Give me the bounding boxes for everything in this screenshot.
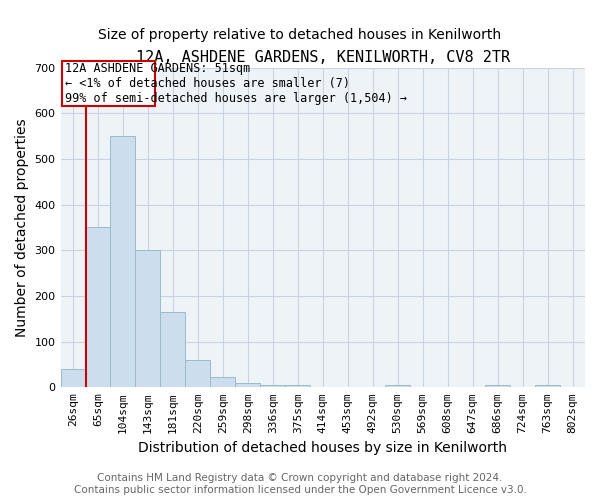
Bar (535, 385, 560, 388)
FancyBboxPatch shape (62, 60, 155, 106)
Bar (211, 378, 235, 388)
Bar (385, 385, 410, 388)
Text: 12A ASHDENE GARDENS: 51sqm
← <1% of detached houses are smaller (7)
99% of semi-: 12A ASHDENE GARDENS: 51sqm ← <1% of deta… (65, 62, 407, 105)
Title: 12A, ASHDENE GARDENS, KENILWORTH, CV8 2TR: 12A, ASHDENE GARDENS, KENILWORTH, CV8 2T… (136, 50, 510, 65)
Bar (136, 250, 160, 388)
Y-axis label: Number of detached properties: Number of detached properties (15, 118, 29, 336)
Bar (185, 360, 211, 388)
Bar (235, 382, 260, 388)
X-axis label: Distribution of detached houses by size in Kenilworth: Distribution of detached houses by size … (138, 441, 507, 455)
Bar (260, 385, 286, 388)
Bar (485, 385, 510, 388)
Bar (160, 312, 185, 388)
Bar (110, 136, 136, 388)
Bar (86, 228, 110, 388)
Bar (286, 385, 310, 388)
Bar (61, 369, 86, 388)
Text: Contains HM Land Registry data © Crown copyright and database right 2024.
Contai: Contains HM Land Registry data © Crown c… (74, 474, 526, 495)
Text: Size of property relative to detached houses in Kenilworth: Size of property relative to detached ho… (98, 28, 502, 42)
